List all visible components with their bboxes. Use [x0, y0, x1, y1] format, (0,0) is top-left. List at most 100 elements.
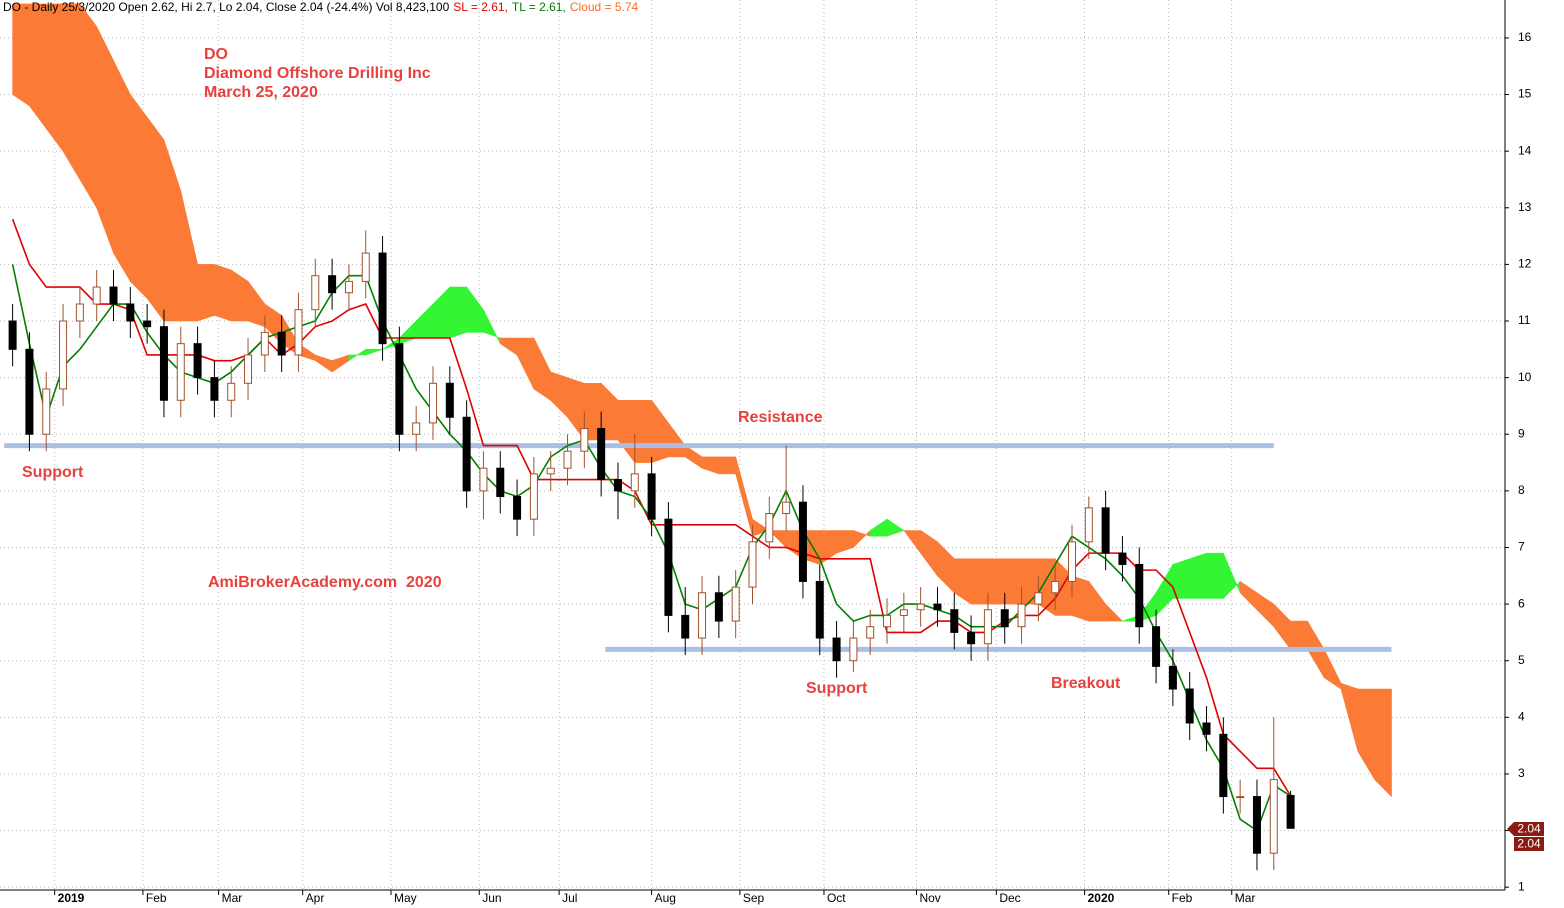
candle-body: [277, 331, 286, 356]
price-tag-box: [1514, 822, 1544, 836]
candle-body: [1152, 626, 1161, 667]
x-tick-label: Oct: [827, 891, 846, 905]
candle-body: [647, 473, 656, 520]
candle-body: [42, 388, 51, 435]
candle-body: [983, 609, 992, 645]
header-item: SL = 2.61,: [453, 0, 508, 14]
annotation: Breakout: [1051, 675, 1121, 692]
cloud-segment: [365, 349, 383, 356]
candle-body: [210, 377, 219, 401]
candle-body: [496, 467, 505, 498]
cloud-segment: [130, 93, 148, 300]
candle-body: [395, 343, 404, 435]
price-tag-label: 2.04: [1517, 837, 1541, 851]
candle-body: [580, 428, 589, 452]
candle-body: [311, 275, 320, 311]
annotation: Support: [806, 680, 868, 697]
cloud-segment: [1206, 552, 1224, 599]
cloud-segment: [970, 558, 989, 605]
cloud-segment: [1290, 620, 1308, 650]
candle-body: [462, 416, 471, 492]
y-tick-label: 12: [1518, 257, 1532, 271]
cloud-segment: [79, 3, 97, 209]
candle-body: [529, 473, 538, 520]
x-tick-label: Jun: [482, 891, 501, 905]
y-tick-label: 13: [1518, 200, 1532, 214]
candle-body: [630, 473, 639, 492]
cloud-segment: [886, 518, 905, 537]
x-tick-label: 2020: [1088, 891, 1115, 905]
candle-body: [597, 428, 606, 481]
candle-body: [159, 326, 168, 401]
candle-body: [765, 513, 774, 543]
candle-body: [445, 382, 454, 418]
cloud-segment: [62, 3, 81, 181]
candle-body: [748, 541, 757, 588]
y-tick-label: 14: [1518, 143, 1532, 157]
candle-body: [698, 592, 707, 639]
candle-body: [1202, 722, 1211, 735]
candle-body: [260, 331, 269, 356]
candle-body: [1236, 796, 1245, 799]
y-tick-label: 8: [1518, 483, 1525, 497]
candle-body: [866, 626, 875, 639]
candle-body: [1135, 563, 1144, 628]
y-tick-label: 3: [1518, 766, 1525, 780]
axes: 123456789101112131415162019FebMarAprMayJ…: [0, 0, 1532, 905]
candle-body: [227, 382, 236, 401]
annotation: Resistance: [738, 409, 823, 426]
y-tick-label: 1: [1518, 879, 1525, 893]
candle-body: [664, 518, 673, 616]
cloud-segment: [1189, 552, 1207, 599]
candle-body: [899, 609, 908, 616]
candle-body: [429, 382, 438, 424]
support-resistance: [4, 443, 1392, 652]
x-tick-label: Aug: [655, 891, 676, 905]
price-tag-arrow: [1507, 822, 1514, 836]
y-tick-label: 11: [1518, 313, 1531, 327]
price-tag-label: 2.04: [1517, 822, 1541, 836]
x-tick-label: Dec: [999, 891, 1020, 905]
candle-body: [8, 320, 17, 350]
cloud-segment: [634, 399, 652, 463]
y-tick-label: 15: [1518, 87, 1532, 101]
cloud-segment: [113, 60, 131, 283]
header: DO - Daily 25/3/2020 Open 2.62, Hi 2.7, …: [3, 0, 639, 14]
candle-body: [1051, 580, 1060, 594]
candle-body: [193, 343, 202, 379]
candle-body: [782, 501, 791, 515]
y-tick-label: 7: [1518, 540, 1525, 554]
cloud-segment: [1374, 688, 1392, 798]
candle-body: [75, 303, 84, 322]
candle-body: [849, 637, 858, 662]
y-tick-label: 5: [1518, 653, 1525, 667]
y-tick-label: 6: [1518, 596, 1525, 610]
cloud-segment: [214, 263, 232, 322]
chart-title: DO: [204, 46, 228, 63]
candle-body: [967, 631, 976, 645]
candle-body: [176, 343, 185, 401]
x-tick-label: Apr: [306, 891, 325, 905]
annotation: Support: [22, 464, 84, 481]
cloud-segment: [12, 3, 30, 107]
y-tick-label: 9: [1518, 426, 1525, 440]
cloud-segment: [1004, 558, 1022, 605]
candle-body: [1269, 779, 1278, 854]
candle-body: [546, 467, 555, 475]
x-tick-label: Feb: [1172, 891, 1193, 905]
candle-body: [933, 603, 942, 611]
candle-body: [244, 354, 253, 384]
x-tick-label: Nov: [919, 891, 940, 905]
candle-body: [731, 586, 740, 622]
candle-body: [294, 309, 303, 356]
candle-body: [361, 252, 370, 282]
header-item: TL = 2.61,: [512, 0, 566, 14]
watermark: AmiBrokerAcademy.com 2020: [208, 574, 442, 591]
candle-body: [832, 637, 841, 662]
cloud-segment: [45, 3, 64, 153]
candle-body: [1286, 794, 1295, 829]
cloud-segment: [197, 264, 215, 322]
x-tick-label: 2019: [58, 891, 85, 905]
